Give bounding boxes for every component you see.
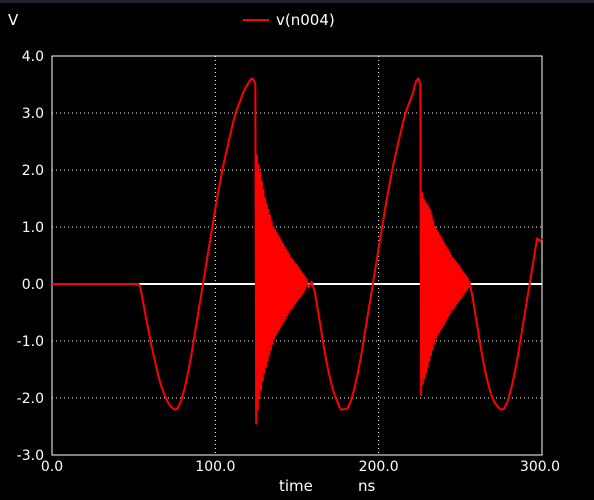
x-axis-unit: ns [358, 477, 376, 495]
y-tick-label: -1.0 [17, 334, 44, 350]
y-tick-label: -2.0 [17, 391, 44, 407]
y-axis-label: V [8, 11, 19, 29]
y-tick-label: 1.0 [22, 220, 44, 236]
x-tick-label: 100.0 [195, 459, 235, 475]
legend: v(n004) [243, 11, 335, 29]
x-axis-label: time [279, 477, 313, 495]
y-tick-label: 4.0 [22, 49, 44, 65]
x-tick-label: 300.0 [520, 459, 560, 475]
plot-frame [52, 56, 542, 455]
y-tick-label: 0.0 [22, 277, 44, 293]
y-tick-label: 2.0 [22, 163, 44, 179]
legend-label: v(n004) [276, 11, 335, 29]
x-tick-label: 200.0 [359, 459, 399, 475]
series-line-v-n004 [52, 79, 542, 424]
y-tick-label: 3.0 [22, 106, 44, 122]
x-tick-label: 0.0 [41, 459, 63, 475]
series-layer [52, 79, 542, 424]
grid [52, 56, 542, 455]
